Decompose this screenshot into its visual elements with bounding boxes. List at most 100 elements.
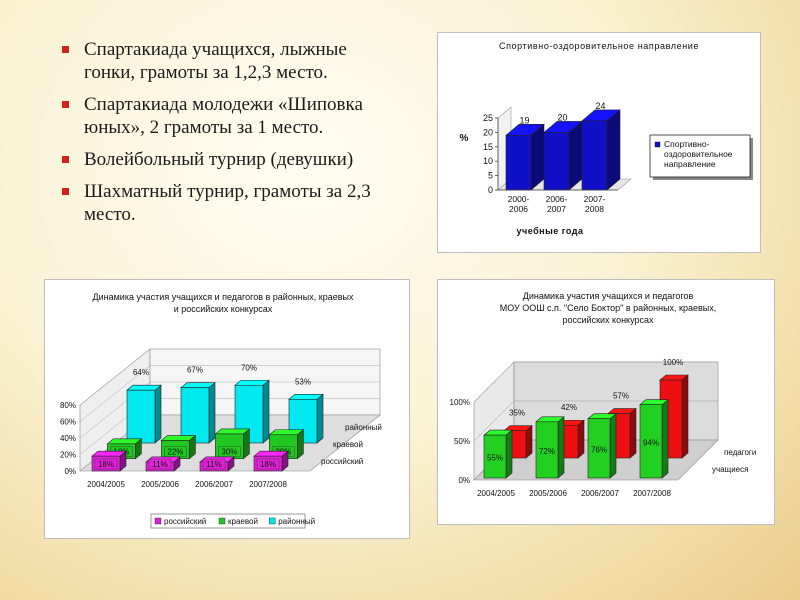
bullet-item: Спартакиада учащихся, лыжные гонки, грам… <box>62 38 402 84</box>
x-tick-label: 2007/2008 <box>249 480 287 489</box>
data-label: 18% <box>98 460 114 469</box>
bar-учащиеся-2005/2006 <box>535 416 565 479</box>
depth-axis-label: краевой <box>333 440 363 449</box>
legend-swatch <box>654 141 661 148</box>
bullet-text: Волейбольный турнир (девушки) <box>84 149 354 170</box>
bullet-marker-icon <box>62 101 69 108</box>
chart-title: Спортивно-оздоровительное направление <box>499 41 699 51</box>
data-label: 11% <box>152 460 167 469</box>
chart-title: российских конкурсах <box>563 315 654 325</box>
legend-label: оздоровительное <box>664 149 733 159</box>
data-label-box <box>202 458 226 470</box>
school-contests-chart: Динамика участия учащихся и педагогов МОУ… <box>437 279 775 525</box>
data-label-box <box>94 458 118 470</box>
x-tick-label: 2008 <box>585 204 604 214</box>
data-label: 55% <box>487 454 503 463</box>
x-tick-label: 2006/2007 <box>581 489 619 498</box>
y-tick-label: 5 <box>488 171 493 181</box>
bullet-marker-icon <box>62 188 69 195</box>
x-tick-label: 2005/2006 <box>529 489 567 498</box>
bullet-marker-icon <box>62 46 69 53</box>
y-tick-label: 15 <box>483 142 493 152</box>
y-axis-label: % <box>460 133 469 144</box>
bar-учащиеся-2006/2007 <box>587 413 617 479</box>
bullet-text: Спартакиада молодежи «Шиповка юных», 2 г… <box>84 94 363 138</box>
depth-axis-label: российский <box>321 457 363 466</box>
y-tick-label: 0% <box>64 467 76 476</box>
bar-учащиеся-2007/2008 <box>639 399 669 479</box>
y-tick-label: 10 <box>483 156 493 166</box>
depth-axis-label: районный <box>345 423 382 432</box>
gridline <box>473 361 515 403</box>
data-label-box <box>148 458 172 470</box>
bar-2000-2006 <box>505 123 545 191</box>
depth-axis-label: педагоги <box>724 448 756 457</box>
data-label: 19 <box>519 115 529 125</box>
data-label: 30% <box>221 448 237 457</box>
sports-health-chart: Спортивно-оздоровительное направление 0 5 1… <box>437 32 761 253</box>
legend-label: направление <box>664 159 716 169</box>
data-label: 100% <box>663 358 683 367</box>
data-label: 20 <box>557 112 567 122</box>
chart-title: МОУ ООШ с.п. "Село Боктор" в районных, к… <box>500 303 717 313</box>
data-label: 70% <box>241 363 257 372</box>
chart-title: и российских конкурсах <box>174 304 273 314</box>
legend-box <box>649 134 751 178</box>
data-label: 57% <box>613 392 629 401</box>
x-axis-label: учебные года <box>516 226 584 236</box>
bar-районный-2005/2006 <box>180 382 216 444</box>
x-tick-label: 2006- <box>546 194 568 204</box>
legend-label: Спортивно- <box>664 139 710 149</box>
sports-health-chart-svg: Спортивно-оздоровительное направление 0 5 1… <box>460 41 753 236</box>
x-tick-label: 2006 <box>509 204 528 214</box>
bullet-item: Волейбольный турнир (девушки) <box>62 148 402 171</box>
legend-label: российский <box>164 517 206 526</box>
bar-2006-2007 <box>543 120 583 191</box>
x-tick-label: 2000- <box>508 194 530 204</box>
x-tick-label: 2004/2005 <box>87 480 125 489</box>
data-label: 72% <box>539 447 555 456</box>
depth-axis-label: учащиеся <box>712 465 748 474</box>
bullet-text: Шахматный турнир, грамоты за 2,3 место. <box>84 181 371 225</box>
x-tick-label: 2007 <box>547 204 566 214</box>
bullet-text: Спартакиада учащихся, лыжные гонки, грам… <box>84 39 347 83</box>
data-label: 42% <box>561 403 577 412</box>
data-label: 22% <box>167 448 183 457</box>
gridline <box>79 348 151 406</box>
legend-label: краевой <box>228 517 258 526</box>
bar-2007-2008 <box>581 109 621 191</box>
data-label: 18% <box>260 460 276 469</box>
school-contests-chart-svg: Динамика участия учащихся и педагогов МОУ… <box>450 291 757 498</box>
y-tick-label: 0% <box>458 476 470 485</box>
data-label-box <box>256 458 280 470</box>
y-tick-label: 20% <box>60 451 76 460</box>
legend-box <box>150 513 306 529</box>
legend-swatch <box>218 517 226 525</box>
legend-swatch <box>154 517 162 525</box>
bar-учащиеся-2004/2005 <box>483 429 513 479</box>
y-tick-label: 0 <box>488 185 493 195</box>
x-tick-label: 2007/2008 <box>633 489 671 498</box>
data-label: 24 <box>595 101 605 111</box>
data-label: 67% <box>187 366 203 375</box>
bullet-item: Шахматный турнир, грамоты за 2,3 место. <box>62 180 402 226</box>
data-label: 53% <box>295 377 311 386</box>
chart-title: Динамика участия учащихся и педагогов <box>523 291 694 301</box>
data-label: 94% <box>643 438 659 447</box>
y-tick-label: 80% <box>60 401 76 410</box>
y-tick-label: 25 <box>483 113 493 123</box>
x-tick-label: 2005/2006 <box>141 480 179 489</box>
legend-label: районный <box>278 517 315 526</box>
data-label: 76% <box>591 445 607 454</box>
bullet-marker-icon <box>62 156 69 163</box>
x-tick-label: 2004/2005 <box>477 489 515 498</box>
y-tick-label: 20 <box>483 127 493 137</box>
bullet-item: Спартакиада молодежи «Шиповка юных», 2 г… <box>62 93 402 139</box>
chart-title: Динамика участия учащихся и педагогов в … <box>93 292 354 302</box>
x-tick-label: 2006/2007 <box>195 480 233 489</box>
bar-районный-2004/2005 <box>126 384 162 444</box>
contests-chart-svg: Динамика участия учащихся и педагогов в … <box>60 292 382 529</box>
y-tick-label: 40% <box>60 434 76 443</box>
y-tick-label: 60% <box>60 418 76 427</box>
y-tick-label: 100% <box>450 398 470 407</box>
